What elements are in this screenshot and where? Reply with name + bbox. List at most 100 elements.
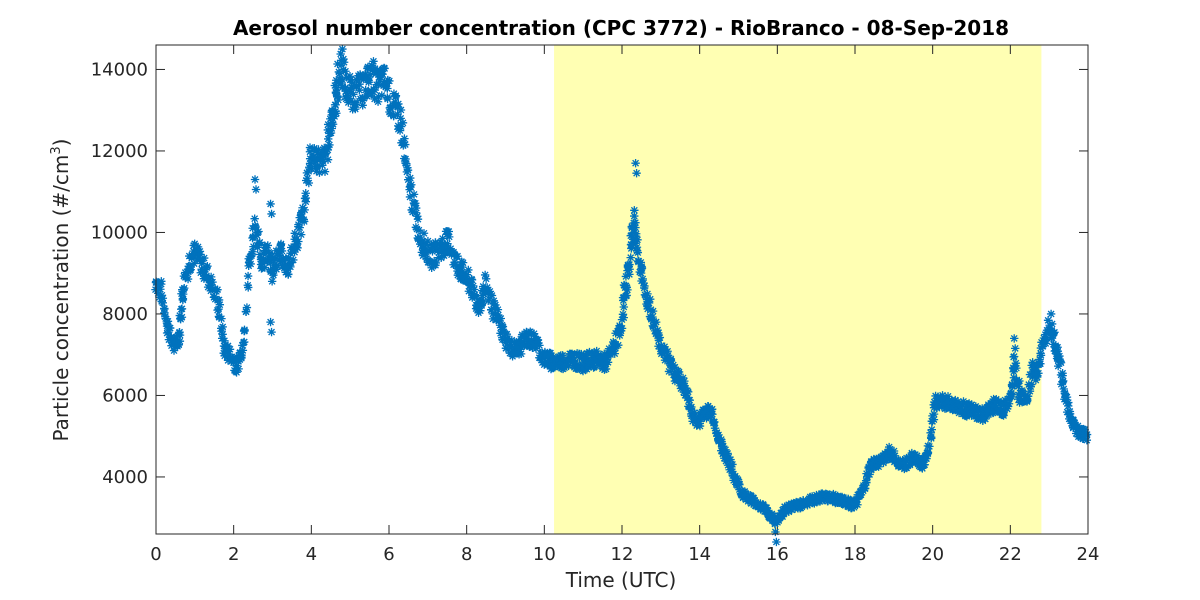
- data-point: [431, 238, 440, 247]
- data-point: [1043, 316, 1053, 325]
- data-point: [385, 76, 394, 86]
- data-point: [890, 451, 900, 460]
- data-point: [436, 238, 445, 247]
- data-point: [212, 287, 221, 296]
- data-point: [389, 111, 398, 120]
- data-point: [351, 100, 360, 109]
- data-point: [328, 120, 338, 129]
- data-point: [616, 326, 626, 336]
- data-point: [1035, 355, 1044, 364]
- data-point: [1028, 358, 1037, 367]
- data-point: [232, 368, 241, 377]
- data-point: [622, 291, 631, 300]
- data-point: [307, 164, 316, 173]
- data-point: [923, 447, 933, 457]
- data-point: [452, 252, 461, 261]
- data-point: [174, 340, 184, 350]
- data-point: [708, 410, 717, 419]
- data-point: [930, 397, 939, 407]
- data-point: [726, 455, 735, 464]
- data-point: [413, 212, 422, 221]
- data-point: [439, 242, 448, 252]
- data-point: [925, 442, 934, 451]
- data-point: [521, 332, 530, 341]
- data-point: [359, 74, 368, 84]
- data-point: [577, 350, 586, 360]
- data-point: [391, 92, 400, 101]
- data-point: [533, 335, 542, 344]
- data-point: [370, 67, 379, 76]
- data-point: [336, 49, 345, 59]
- data-point: [615, 331, 624, 340]
- data-point: [383, 84, 392, 93]
- data-point: [1026, 382, 1035, 391]
- data-point: [654, 336, 664, 345]
- data-point: [398, 118, 408, 128]
- data-point: [341, 86, 350, 96]
- x-tick-label: 6: [383, 544, 394, 565]
- data-point: [943, 392, 953, 401]
- data-point: [181, 271, 191, 280]
- data-point: [491, 309, 500, 319]
- data-point: [325, 140, 334, 150]
- data-point: [655, 333, 665, 342]
- data-point: [334, 95, 343, 105]
- data-point: [323, 145, 333, 155]
- data-point: [900, 458, 909, 467]
- data-point: [727, 465, 736, 474]
- data-point: [884, 442, 894, 452]
- y-tick-label: 10000: [91, 222, 148, 243]
- data-point: [927, 425, 936, 434]
- data-point: [535, 341, 544, 350]
- x-tick-label: 22: [999, 544, 1022, 565]
- data-point: [331, 88, 341, 98]
- data-point: [1011, 358, 1021, 368]
- data-point: [481, 274, 491, 284]
- y-tick-label: 12000: [91, 141, 148, 162]
- data-point: [951, 395, 960, 405]
- data-point: [640, 281, 649, 291]
- data-point: [224, 349, 234, 359]
- data-point: [735, 480, 744, 489]
- data-point: [687, 402, 696, 412]
- data-point: [173, 331, 182, 341]
- data-point: [926, 432, 936, 442]
- data-point: [248, 232, 258, 242]
- data-point: [487, 291, 497, 300]
- data-point: [787, 505, 796, 515]
- data-point: [441, 248, 450, 257]
- data-point: [261, 246, 270, 255]
- data-point: [479, 297, 488, 306]
- data-point: [166, 323, 175, 333]
- data-point: [326, 120, 335, 130]
- data-point: [710, 417, 719, 427]
- data-point: [418, 238, 427, 247]
- data-point: [1004, 399, 1014, 408]
- data-point: [464, 265, 473, 275]
- data-point: [297, 208, 306, 217]
- data-point: [422, 240, 431, 249]
- data-point: [880, 449, 890, 458]
- data-point: [478, 282, 488, 291]
- data-point: [1036, 359, 1045, 368]
- data-point: [557, 357, 566, 367]
- data-point: [1036, 351, 1046, 360]
- data-point: [1059, 384, 1068, 394]
- data-point: [290, 247, 299, 257]
- data-point: [255, 239, 264, 248]
- y-axis-label-sup: 3: [49, 146, 64, 154]
- data-point: [218, 322, 227, 332]
- data-point: [305, 143, 315, 152]
- data-point: [193, 242, 203, 252]
- data-point: [251, 222, 260, 232]
- data-point: [686, 404, 695, 413]
- data-point: [931, 391, 940, 401]
- data-point: [632, 243, 642, 252]
- data-point: [637, 262, 646, 271]
- data-point: [619, 296, 628, 305]
- data-point: [1031, 375, 1041, 385]
- data-point: [267, 327, 276, 337]
- data-point: [631, 218, 640, 227]
- data-point: [959, 397, 968, 406]
- data-point: [918, 464, 927, 473]
